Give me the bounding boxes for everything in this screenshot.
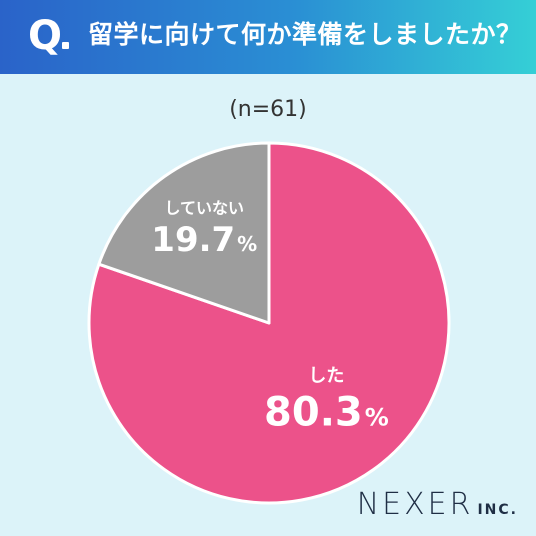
pie-slice-value-0: 80.3% (264, 390, 389, 436)
question-header: Q 留学に向けて何か準備をしましたか？ (0, 0, 536, 74)
pie-slice-1 (97, 141, 271, 325)
sample-size-label: (n=61) (229, 97, 307, 122)
nexer-logo: NEXER INC. (357, 487, 518, 522)
logo-inc: INC. (477, 502, 518, 518)
pie-slice-value-1: 19.7% (151, 220, 257, 260)
question-text: 留学に向けて何か準備をしましたか？ (88, 20, 522, 49)
q-mark: Q (28, 13, 63, 59)
q-dot (62, 42, 69, 49)
pie-slice-label-1: していない (164, 198, 244, 217)
pie-slice-label-0: した (308, 366, 344, 387)
logo-main: NEXER (356, 487, 474, 522)
